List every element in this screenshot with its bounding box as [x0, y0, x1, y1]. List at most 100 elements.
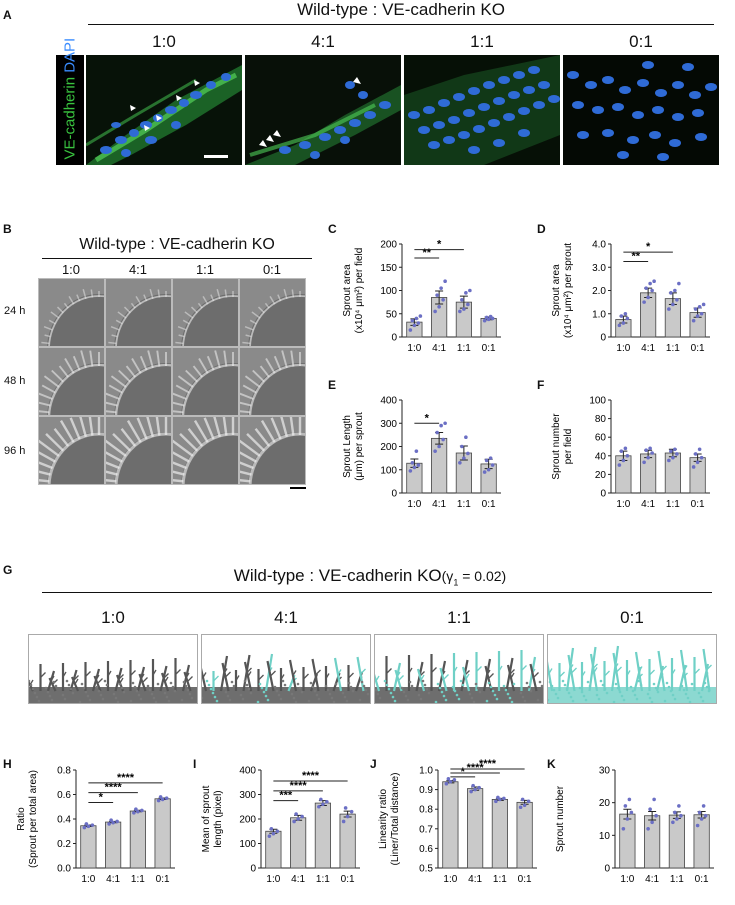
data-point	[627, 797, 632, 802]
data-point	[652, 797, 656, 802]
panel-b-ratio-4: 0:1	[262, 262, 282, 277]
data-point	[697, 810, 702, 815]
data-point	[317, 804, 321, 809]
panel-b-ratio-3: 1:1	[195, 262, 215, 277]
x-tick-label: 4:1	[432, 499, 446, 510]
data-point	[671, 820, 675, 825]
data-point	[134, 807, 138, 811]
data-point	[471, 783, 475, 788]
x-tick-label: 0:1	[691, 343, 705, 354]
timelapse-image	[172, 278, 239, 347]
y-tick-label: 0.8	[419, 805, 433, 816]
bar	[314, 802, 331, 869]
panel-a-ratio-2: 4:1	[311, 32, 335, 51]
chart-k: Sprout number 0 10 20 30 1:0 4:1 1:1 0:1	[555, 766, 714, 885]
data-point	[650, 288, 654, 293]
y-axis-label: Linearity ratio	[378, 789, 389, 849]
data-point	[441, 437, 445, 442]
data-point	[695, 314, 700, 318]
panel-label-b: B	[3, 222, 12, 236]
data-point	[84, 822, 89, 826]
chart-i: Mean of sprout length (pixel) 0 100 200 300 40…	[201, 766, 360, 885]
data-point	[526, 799, 531, 804]
data-point	[621, 321, 626, 325]
panel-label-c: C	[328, 222, 337, 236]
data-point	[648, 281, 652, 286]
bar	[491, 799, 508, 869]
panel-b-title-rule	[42, 258, 312, 259]
data-point	[275, 829, 280, 834]
y-tick-label: 20	[599, 798, 611, 809]
y-tick-label: 0.5	[419, 864, 433, 875]
data-point	[625, 316, 630, 321]
y-tick-label: 0	[600, 489, 606, 500]
data-point	[617, 463, 622, 467]
simulation-4	[547, 634, 717, 704]
data-point	[502, 796, 506, 801]
data-point	[695, 823, 700, 828]
significance-label: ****	[302, 770, 320, 782]
significance-label: ****	[117, 772, 135, 784]
data-point	[621, 458, 626, 463]
data-point	[675, 298, 679, 302]
y-tick-label: 0	[604, 864, 610, 875]
y-axis-label-2: (x10⁴ μm²) per field	[354, 248, 365, 334]
data-point	[669, 449, 673, 453]
y-axis-label: Ratio	[16, 807, 27, 831]
panel-b-ratio-2: 4:1	[128, 262, 148, 277]
error-bar	[648, 810, 657, 821]
chart-h: Ratio (Sprout per total area) 0.0 0.2 0.4 0.6…	[16, 766, 175, 885]
data-point	[691, 318, 696, 323]
data-point	[623, 446, 628, 451]
data-point	[673, 810, 677, 815]
data-point	[675, 817, 679, 821]
y-tick-label: 1.0	[419, 766, 433, 777]
y-axis-label: Sprout area	[551, 264, 562, 317]
data-point	[484, 458, 489, 463]
y-tick-label: 40	[595, 451, 607, 462]
data-point	[435, 430, 439, 435]
data-point	[482, 470, 487, 474]
data-point	[410, 460, 415, 465]
data-point	[520, 797, 525, 802]
panel-label-g: G	[3, 563, 13, 577]
data-point	[488, 456, 493, 460]
data-point	[464, 435, 468, 439]
data-point	[111, 820, 115, 825]
significance-label: ***	[279, 790, 293, 802]
data-point	[448, 779, 453, 784]
data-point	[466, 451, 470, 456]
y-tick-label: 300	[380, 419, 397, 430]
y-tick-label: 80	[595, 414, 607, 425]
data-point	[644, 448, 648, 453]
bar	[619, 813, 636, 869]
data-point	[494, 799, 498, 804]
data-point	[462, 456, 466, 460]
panel-g-title-param: (γ	[441, 568, 454, 584]
panel-g-title-rule	[42, 592, 712, 593]
panel-a-ratio-3: 1:1	[470, 32, 494, 51]
y-tick-label: 50	[386, 309, 398, 320]
data-point	[164, 796, 169, 800]
data-point	[648, 807, 652, 811]
y-tick-label: 0	[250, 864, 256, 875]
y-axis-label-2: (Sprout per total area)	[28, 770, 39, 868]
data-point	[482, 318, 487, 323]
data-point	[343, 806, 348, 810]
bar	[467, 788, 484, 869]
panel-b-time-24h: 24 h	[4, 305, 26, 317]
data-point	[412, 323, 417, 328]
panel-label-k: K	[547, 757, 556, 771]
data-point	[691, 465, 696, 469]
data-point	[437, 444, 441, 449]
data-point	[115, 819, 119, 824]
data-point	[623, 804, 628, 808]
timelapse-image	[38, 416, 105, 485]
panel-g-ratio-4: 0:1	[620, 608, 644, 627]
y-tick-label: 150	[380, 263, 397, 274]
x-tick-label: 1:1	[670, 874, 684, 885]
significance-label: ****	[467, 762, 485, 774]
x-tick-label: 0:1	[691, 499, 705, 510]
data-point	[414, 449, 419, 453]
y-tick-label: 3.0	[592, 263, 606, 274]
